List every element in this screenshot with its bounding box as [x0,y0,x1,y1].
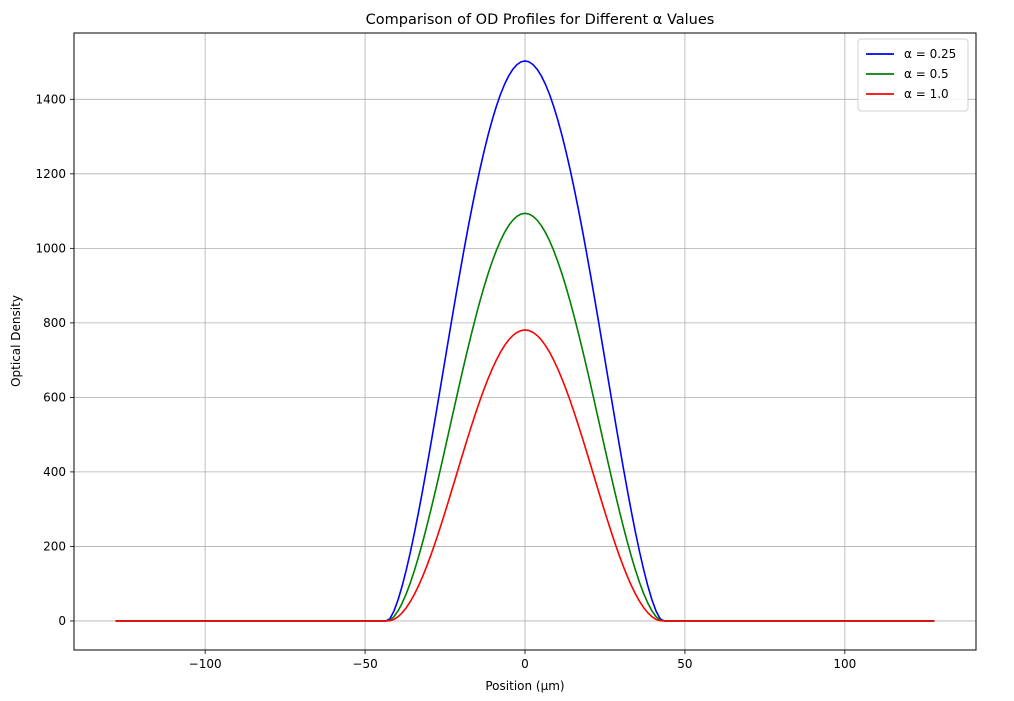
legend-box [857,38,969,112]
y-tick-label: 1200 [35,167,66,181]
y-tick-label: 0 [58,614,66,628]
y-tick-label: 400 [43,465,66,479]
y-tick-label: 600 [43,390,66,404]
y-tick-label: 800 [43,316,66,330]
x-axis: −100 −50 0 50 100 [189,650,856,671]
series-layer [115,60,935,622]
legend-entry-label: α = 1.0 [904,87,949,101]
legend-entry-label: α = 0.5 [904,67,949,81]
legend-entry-label: α = 0.25 [904,47,956,61]
x-tick-label: 100 [833,657,856,671]
y-axis: 0 200 400 600 800 1000 1200 1400 [35,92,74,628]
chart-title: Comparison of OD Profiles for Different … [366,12,715,28]
grid [74,33,976,650]
x-tick-label: −50 [352,657,377,671]
legend: α = 0.25 α = 0.5 α = 1.0 [857,38,969,112]
x-tick-label: 0 [521,657,529,671]
y-tick-label: 200 [43,539,66,553]
y-axis-label: Optical Density [9,295,23,387]
x-tick-label: 50 [677,657,692,671]
y-tick-label: 1000 [35,241,66,255]
y-tick-label: 1400 [35,92,66,106]
x-tick-label: −100 [189,657,222,671]
series-line-3 [115,329,935,622]
x-axis-label: Position (µm) [485,679,564,693]
